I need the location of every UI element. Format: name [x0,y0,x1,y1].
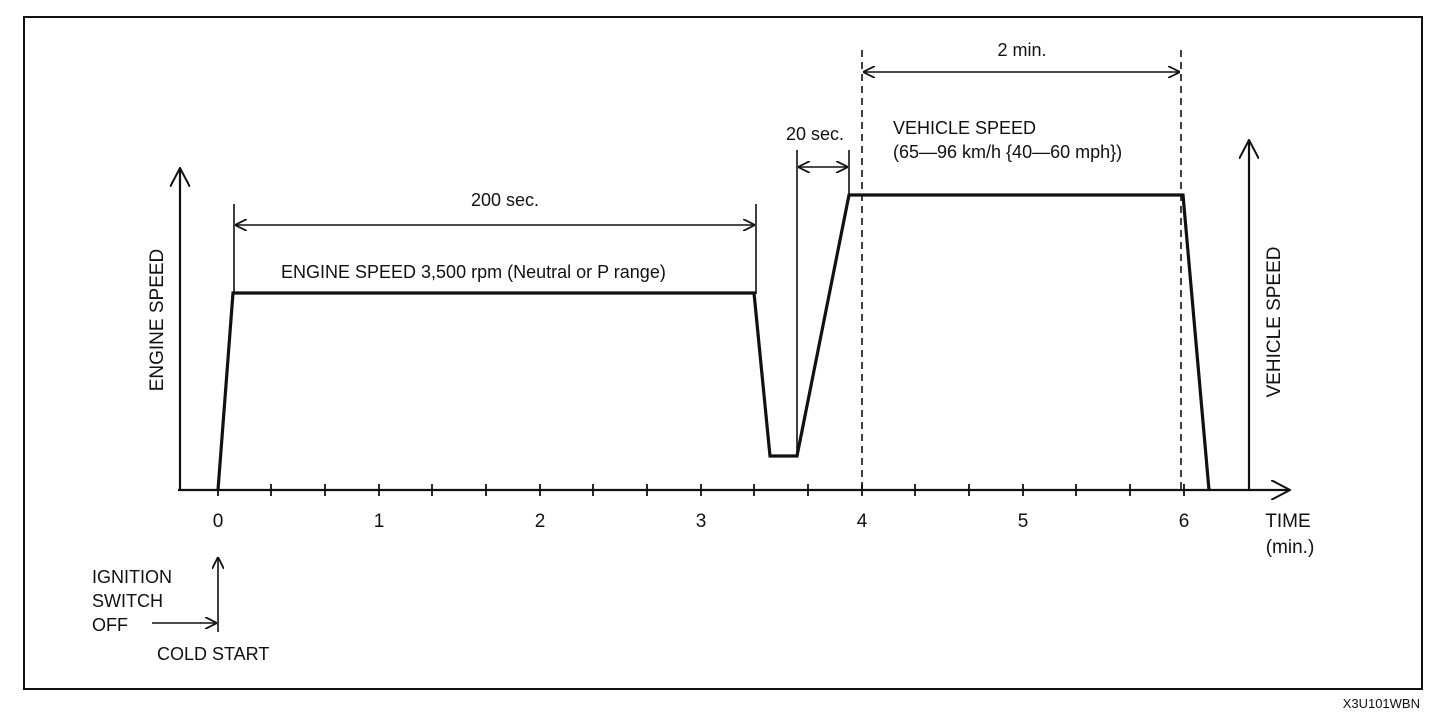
time-axis-ticks [217,484,1185,496]
tick-label-1: 1 [374,511,385,532]
ignition-label-line3: OFF [92,615,128,635]
figure-code: X3U101WBN [1343,696,1420,711]
diagram-frame [23,16,1423,690]
label-2-min: 2 min. [997,40,1046,60]
vehicle-speed-title: VEHICLE SPEED [893,118,1036,138]
time-axis-label: TIME [1265,511,1310,532]
time-axis-unit: (min.) [1266,537,1315,558]
cold-start-label: COLD START [157,644,269,664]
tick-label-5: 5 [1018,511,1029,532]
tick-label-6: 6 [1179,511,1190,532]
ignition-label-line1: IGNITION [92,567,172,587]
engine-speed-axis-label: ENGINE SPEED [147,249,168,392]
speed-profile-line [216,193,1211,491]
label-20-sec: 20 sec. [786,124,844,144]
ignition-label-line2: SWITCH [92,591,163,611]
time-tick-labels: 0 1 2 3 4 5 6 [213,511,1190,532]
tick-label-2: 2 [535,511,546,532]
vehicle-speed-axis-label: VEHICLE SPEED [1264,247,1285,398]
engine-speed-setting-label: ENGINE SPEED 3,500 rpm (Neutral or P ran… [281,262,666,282]
tick-label-4: 4 [857,511,868,532]
vehicle-speed-range: (65—96 km/h {40—60 mph}) [893,142,1122,162]
tick-label-0: 0 [213,511,224,532]
tick-label-3: 3 [696,511,707,532]
label-200-sec: 200 sec. [471,190,539,210]
